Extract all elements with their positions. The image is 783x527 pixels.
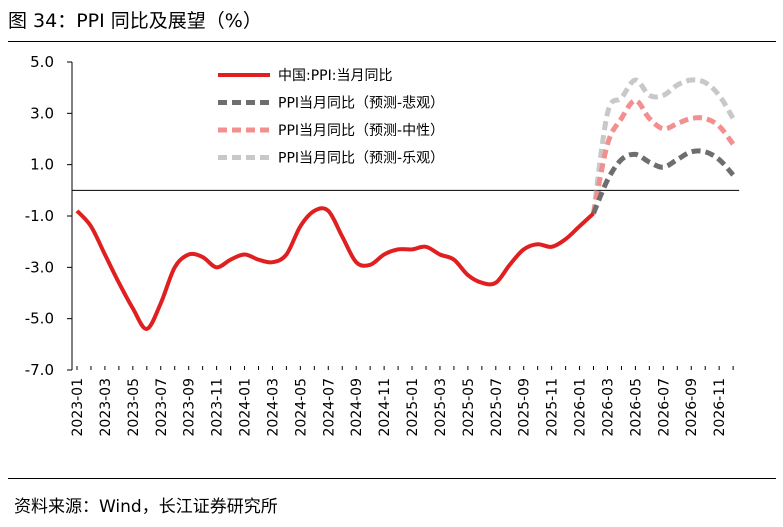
x-tick-label: 2026-03 bbox=[600, 378, 616, 437]
x-tick-label: 2026-01 bbox=[573, 378, 589, 437]
x-tick-label: 2025-07 bbox=[489, 378, 505, 437]
source-note: 资料来源：Wind，长江证券研究所 bbox=[14, 497, 278, 517]
y-axis: 5.0 3.0 1.0 -1.0 -3.0 -5.0 -7.0 bbox=[25, 53, 73, 379]
x-tick-label: 2024-03 bbox=[265, 378, 281, 437]
x-tick-label: 2023-09 bbox=[182, 378, 198, 437]
x-tick-label: 2026-07 bbox=[656, 378, 672, 437]
legend: 中国:PPI:当月同比 PPI当月同比（预测-悲观） PPI当月同比（预测-中性） P… bbox=[218, 68, 444, 167]
x-tick-label: 2025-09 bbox=[517, 378, 533, 437]
series-line-actual bbox=[75, 206, 595, 331]
title-divider bbox=[8, 41, 776, 42]
y-tick-label: -7.0 bbox=[25, 361, 54, 379]
x-axis: 2023-01 2023-03 2023-05 2023-07 2023-09 2023-… bbox=[70, 189, 740, 437]
series-lines bbox=[75, 77, 736, 331]
x-tick-label: 2024-11 bbox=[377, 378, 393, 437]
x-tick-label: 2024-07 bbox=[321, 378, 337, 437]
x-tick-label: 2024-01 bbox=[238, 378, 254, 437]
y-tick-label: 1.0 bbox=[30, 156, 54, 174]
y-tick-label: -5.0 bbox=[25, 310, 54, 328]
x-tick-label: 2025-01 bbox=[405, 378, 421, 437]
x-tick-label: 2023-03 bbox=[98, 378, 114, 437]
x-tick-label: 2025-11 bbox=[545, 378, 561, 437]
series-line-pessimistic bbox=[591, 148, 735, 215]
x-tick-label: 2025-05 bbox=[461, 378, 477, 437]
series-line-neutral bbox=[591, 98, 736, 214]
legend-item-neutral-label: PPI当月同比（预测-中性） bbox=[278, 123, 444, 139]
x-tick-label: 2023-05 bbox=[126, 378, 142, 437]
x-tick-label: 2024-05 bbox=[293, 378, 309, 437]
legend-item-actual-label: 中国:PPI:当月同比 bbox=[278, 68, 392, 84]
series-line-optimistic bbox=[591, 77, 736, 214]
y-tick-label: 3.0 bbox=[30, 104, 54, 122]
y-tick-label: -3.0 bbox=[25, 258, 54, 276]
x-tick-label: 2026-11 bbox=[712, 378, 728, 437]
y-tick-label: -1.0 bbox=[25, 207, 54, 225]
x-tick-label: 2026-05 bbox=[628, 378, 644, 437]
legend-item-pessimistic-label: PPI当月同比（预测-悲观） bbox=[278, 95, 444, 112]
source-divider bbox=[8, 478, 776, 479]
x-tick-label: 2023-11 bbox=[210, 378, 226, 437]
legend-item-optimistic-label: PPI当月同比（预测-乐观） bbox=[278, 151, 444, 167]
x-tick-label: 2025-03 bbox=[433, 378, 449, 437]
x-tick-label: 2026-09 bbox=[684, 378, 700, 437]
x-tick-label: 2023-01 bbox=[70, 378, 86, 437]
figure-title: 图 34：PPI 同比及展望（%） bbox=[8, 10, 262, 32]
x-tick-label: 2023-07 bbox=[154, 378, 170, 437]
y-tick-label: 5.0 bbox=[30, 53, 54, 71]
x-tick-label: 2024-09 bbox=[349, 378, 365, 437]
